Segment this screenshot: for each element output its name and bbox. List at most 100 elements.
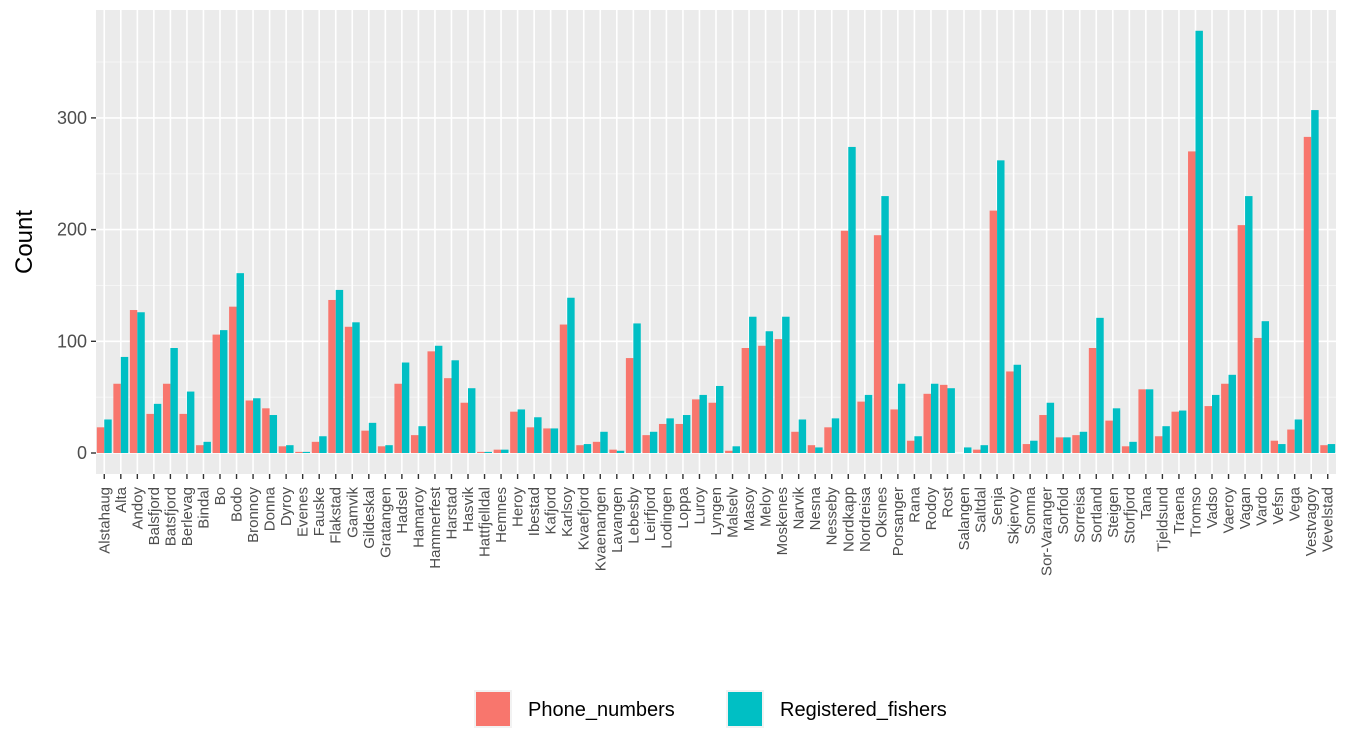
bar-phone-numbers-sor-varanger [1039,415,1047,453]
x-tick-label: Masoy [741,487,758,532]
bar-phone-numbers-tana [1138,389,1146,453]
bar-registered-fishers-bodo [236,273,244,453]
x-tick-label: Nesna [807,486,824,530]
bar-registered-fishers-gildeskal [368,422,377,453]
x-tick-label: Sor-Varanger [1039,487,1056,576]
x-tick-label: Kvaenangen [592,487,609,571]
x-tick-label: Gratangen [377,487,394,558]
x-tick-label: Salangen [956,487,973,550]
bar-registered-fishers-bo [220,330,228,453]
bar-registered-fishers-kafjord [550,428,559,453]
bar-phone-numbers-hadsel [394,383,402,453]
bar-registered-fishers-narvik [798,419,807,453]
bar-phone-numbers-nesseby [824,427,832,453]
bar-phone-numbers-berlevag [179,413,187,453]
x-tick-label: Bo [212,487,229,505]
bar-phone-numbers-harstad [444,378,452,453]
bar-phone-numbers-karlsoy [559,324,568,453]
x-tick-label: Narvik [791,487,808,530]
bar-registered-fishers-rodoy [930,383,939,453]
bar-phone-numbers-balsfjord [146,413,154,453]
bar-phone-numbers-flakstad [328,299,336,453]
bar-phone-numbers-storfjord [1121,446,1130,453]
bar-phone-numbers-lodingen [658,423,667,453]
bar-registered-fishers-lyngen [716,385,724,453]
bar-registered-fishers-oksnes [881,196,889,453]
bar-phone-numbers-alstahaug [96,427,105,453]
bar-registered-fishers-vagan [1245,196,1253,453]
bar-registered-fishers-vefsn [1278,444,1286,453]
x-tick-label: Dyroy [278,487,295,527]
x-tick-label: Lavangen [609,487,626,553]
x-tick-label: Rodoy [923,487,940,531]
x-tick-label: Vega [1287,486,1304,521]
bar-phone-numbers-hamaroy [410,435,419,453]
x-tick-label: Hasvik [460,487,477,533]
x-tick-label: Leirfjord [642,487,659,541]
legend-label: Registered_fishers [780,699,947,721]
bar-phone-numbers-rodoy [923,393,931,453]
bar-phone-numbers-vagan [1237,225,1246,453]
x-tick-label: Luroy [691,487,708,525]
bar-registered-fishers-nordreisa [864,394,873,453]
x-tick-label: Skjervoy [1006,487,1023,545]
bar-registered-fishers-harstad [451,360,459,453]
bar-registered-fishers-sorreisa [1079,431,1088,453]
bar-registered-fishers-alstahaug [104,419,112,453]
bar-registered-fishers-skjervoy [1013,364,1022,453]
bar-registered-fishers-lavangen [616,450,625,453]
bar-registered-fishers-hasvik [468,388,476,453]
bar-registered-fishers-saltdal [980,445,988,453]
x-tick-label: Nesseby [824,487,841,546]
bar-phone-numbers-senja [989,210,998,453]
bar-registered-fishers-hattfjelldal [484,451,492,453]
bar-phone-numbers-vestvagoy [1303,136,1312,453]
bar-registered-fishers-nesseby [831,418,840,453]
x-tick-label: Malselv [725,487,742,538]
x-tick-label: Heroy [510,487,527,528]
bar-phone-numbers-gamvik [344,326,353,453]
bar-registered-fishers-donna [269,415,278,453]
bar-registered-fishers-bronnoy [253,398,261,453]
bar-phone-numbers-traena [1171,411,1179,453]
bar-phone-numbers-vefsn [1270,440,1279,453]
bar-registered-fishers-balsfjord [153,403,162,453]
bar-registered-fishers-rana [914,436,922,453]
bar-phone-numbers-kvaenangen [592,441,601,453]
x-tick-label: Vaeroy [1221,487,1238,534]
bar-phone-numbers-bodo [229,306,237,453]
bar-phone-numbers-tjeldsund [1154,436,1163,453]
x-tick-label: Somna [1022,486,1039,534]
x-tick-label: Balsfjord [146,487,163,545]
x-tick-label: Hattfjelldal [477,487,494,557]
bar-registered-fishers-ibestad [534,417,542,453]
x-tick-label: Bindal [195,487,212,529]
x-tick-label: Traena [1171,486,1188,534]
x-tick-label: Kafjord [543,487,560,535]
bar-phone-numbers-sorfold [1055,437,1064,453]
bar-registered-fishers-rost [947,388,955,453]
x-tick-label: Meloy [758,487,775,528]
bar-phone-numbers-vardo [1254,337,1262,453]
bar-registered-fishers-hammerfest [434,345,443,453]
bar-registered-fishers-sor-varanger [1046,402,1055,453]
bar-registered-fishers-steigen [1112,408,1121,453]
x-tick-label: Vardo [1254,487,1271,526]
bar-registered-fishers-batsfjord [170,348,178,453]
bar-registered-fishers-lodingen [666,418,674,453]
x-tick-label: Tromso [1187,487,1204,537]
legend-key-phone-numbers [476,692,510,726]
legend: Phone_numbers Registered_fishers [474,690,947,728]
bar-phone-numbers-bronnoy [245,400,254,453]
x-tick-label: Oksnes [873,487,890,538]
bar-registered-fishers-traena [1178,410,1187,453]
bar-phone-numbers-alta [113,383,121,453]
x-tick-label: Harstad [443,487,460,540]
bar-phone-numbers-kvaefjord [576,445,584,453]
x-tick-label: Vestvagoy [1303,487,1320,557]
bar-phone-numbers-nesna [807,445,816,453]
bar-registered-fishers-hadsel [401,362,410,453]
x-tick-label: Moskenes [774,487,791,555]
x-tick-label: Andoy [129,487,146,530]
